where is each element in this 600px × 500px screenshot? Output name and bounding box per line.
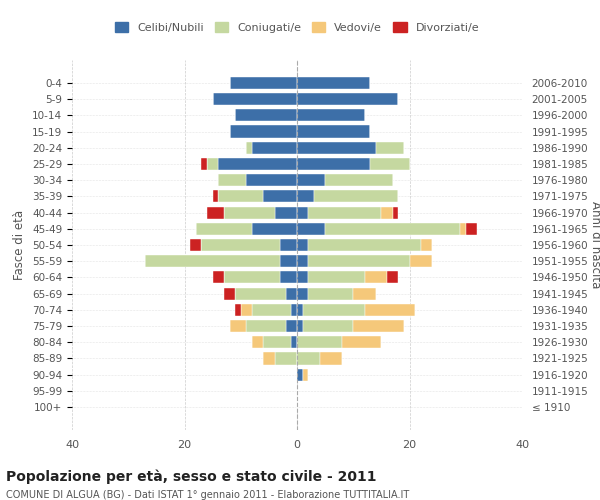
- Text: Popolazione per età, sesso e stato civile - 2011: Popolazione per età, sesso e stato civil…: [6, 470, 377, 484]
- Bar: [460, 222, 466, 235]
- Bar: [207, 206, 224, 218]
- Bar: [280, 272, 297, 283]
- Bar: [252, 304, 292, 316]
- Bar: [302, 320, 353, 332]
- Bar: [241, 304, 252, 316]
- Bar: [297, 142, 376, 154]
- Bar: [297, 126, 370, 138]
- Bar: [297, 304, 302, 316]
- Y-axis label: Anni di nascita: Anni di nascita: [589, 202, 600, 288]
- Bar: [392, 206, 398, 218]
- Bar: [235, 288, 286, 300]
- Bar: [229, 77, 297, 89]
- Bar: [252, 336, 263, 348]
- Y-axis label: Fasce di età: Fasce di età: [13, 210, 26, 280]
- Bar: [308, 255, 409, 268]
- Bar: [297, 239, 308, 251]
- Bar: [376, 142, 404, 154]
- Bar: [212, 190, 218, 202]
- Bar: [325, 174, 392, 186]
- Bar: [275, 352, 297, 364]
- Bar: [207, 158, 218, 170]
- Bar: [297, 93, 398, 105]
- Bar: [286, 288, 297, 300]
- Bar: [229, 126, 297, 138]
- Bar: [263, 336, 292, 348]
- Bar: [297, 206, 308, 218]
- Bar: [235, 109, 297, 122]
- Bar: [292, 336, 297, 348]
- Bar: [247, 320, 286, 332]
- Bar: [202, 239, 280, 251]
- Bar: [297, 352, 320, 364]
- Bar: [297, 158, 370, 170]
- Bar: [212, 93, 297, 105]
- Bar: [229, 320, 247, 332]
- Bar: [190, 239, 202, 251]
- Bar: [325, 222, 460, 235]
- Bar: [409, 255, 432, 268]
- Bar: [280, 255, 297, 268]
- Bar: [252, 222, 297, 235]
- Bar: [297, 77, 370, 89]
- Bar: [302, 368, 308, 381]
- Bar: [308, 206, 382, 218]
- Bar: [280, 239, 297, 251]
- Bar: [292, 304, 297, 316]
- Text: COMUNE DI ALGUA (BG) - Dati ISTAT 1° gennaio 2011 - Elaborazione TUTTITALIA.IT: COMUNE DI ALGUA (BG) - Dati ISTAT 1° gen…: [6, 490, 409, 500]
- Bar: [382, 206, 392, 218]
- Bar: [297, 288, 308, 300]
- Bar: [275, 206, 297, 218]
- Bar: [145, 255, 280, 268]
- Bar: [421, 239, 432, 251]
- Bar: [297, 336, 342, 348]
- Bar: [235, 304, 241, 316]
- Bar: [224, 288, 235, 300]
- Legend: Celibi/Nubili, Coniugati/e, Vedovi/e, Divorziati/e: Celibi/Nubili, Coniugati/e, Vedovi/e, Di…: [110, 18, 484, 37]
- Bar: [297, 190, 314, 202]
- Bar: [224, 206, 275, 218]
- Bar: [247, 174, 297, 186]
- Bar: [314, 190, 398, 202]
- Bar: [297, 320, 302, 332]
- Bar: [297, 222, 325, 235]
- Bar: [218, 174, 247, 186]
- Bar: [196, 222, 252, 235]
- Bar: [387, 272, 398, 283]
- Bar: [297, 109, 365, 122]
- Bar: [365, 304, 415, 316]
- Bar: [212, 272, 224, 283]
- Bar: [297, 368, 302, 381]
- Bar: [365, 272, 387, 283]
- Bar: [308, 239, 421, 251]
- Bar: [263, 352, 275, 364]
- Bar: [297, 272, 308, 283]
- Bar: [224, 272, 280, 283]
- Bar: [308, 272, 365, 283]
- Bar: [297, 174, 325, 186]
- Bar: [286, 320, 297, 332]
- Bar: [320, 352, 342, 364]
- Bar: [466, 222, 477, 235]
- Bar: [202, 158, 207, 170]
- Bar: [370, 158, 409, 170]
- Bar: [353, 320, 404, 332]
- Bar: [218, 158, 297, 170]
- Bar: [218, 190, 263, 202]
- Bar: [308, 288, 353, 300]
- Bar: [302, 304, 365, 316]
- Bar: [247, 142, 252, 154]
- Bar: [263, 190, 297, 202]
- Bar: [353, 288, 376, 300]
- Bar: [297, 255, 308, 268]
- Bar: [342, 336, 382, 348]
- Bar: [252, 142, 297, 154]
